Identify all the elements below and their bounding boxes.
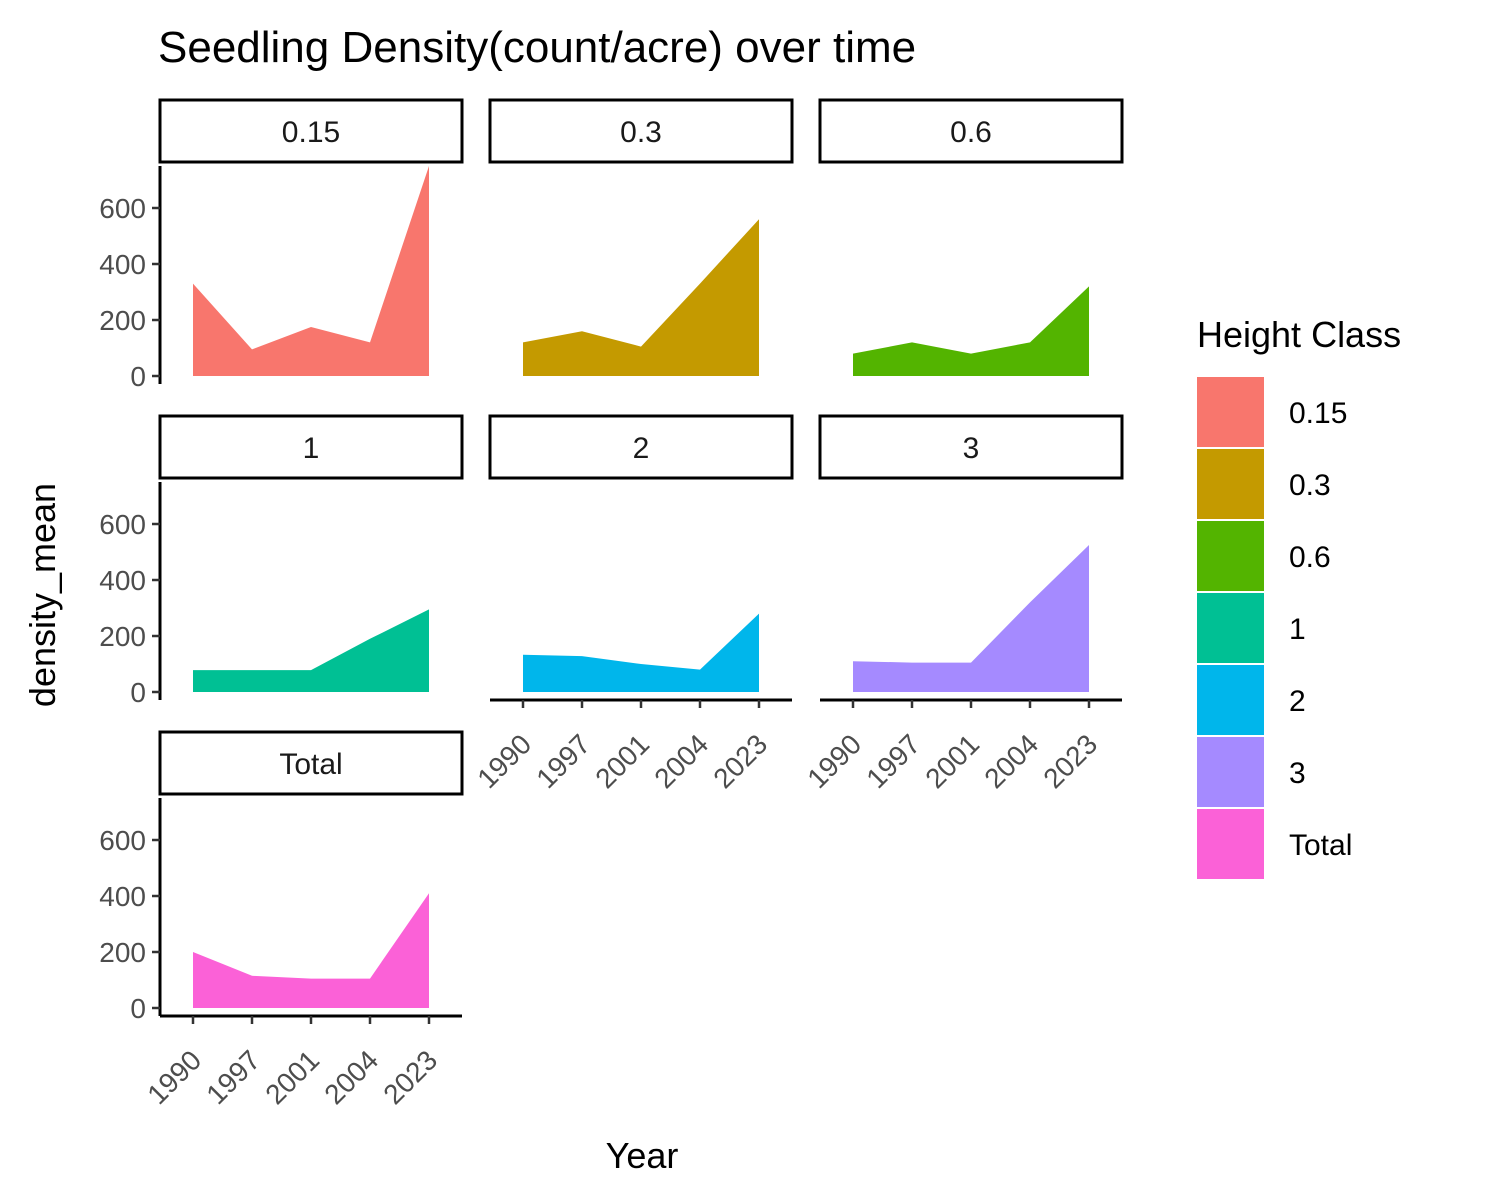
y-tick-label: 600 (99, 825, 146, 856)
y-tick-label: 600 (99, 509, 146, 540)
y-tick-label: 0 (130, 361, 146, 392)
legend-key (1197, 377, 1264, 447)
y-tick-label: 400 (99, 881, 146, 912)
legend-items: 0.15 0.3 0.6 1 2 3 Total (1197, 377, 1352, 879)
legend-key (1197, 521, 1264, 591)
legend-label: 0.15 (1289, 397, 1347, 430)
facet-strip (488, 414, 794, 480)
area-series-Total (193, 893, 429, 1008)
legend-label: Total (1289, 829, 1352, 862)
facet-strip-label: 0.3 (620, 116, 662, 149)
x-tick-label: 2001 (259, 1044, 325, 1110)
area-series-0.3 (523, 219, 759, 376)
x-axis-title: Year (606, 1135, 679, 1176)
y-tick-label: 200 (99, 621, 146, 652)
facet-strip (818, 414, 1124, 480)
legend-key (1197, 737, 1264, 807)
x-tick-label: 2004 (648, 728, 714, 794)
facet-0.15: 0.15 0 200 400 600 (99, 98, 464, 392)
legend-key (1197, 809, 1264, 879)
area-series-0.6 (853, 286, 1089, 376)
legend-item-0.15: 0.15 (1197, 377, 1347, 447)
area-series-3 (853, 545, 1089, 692)
area-series-2 (523, 613, 759, 692)
facet-strip (158, 414, 464, 480)
x-tick-label: 1997 (860, 728, 926, 794)
x-tick-label: 1990 (471, 728, 537, 794)
y-tick-label: 400 (99, 565, 146, 596)
x-tick-label: 2023 (1037, 728, 1103, 794)
legend-item-1: 1 (1197, 593, 1306, 663)
legend-item-0.3: 0.3 (1197, 449, 1331, 519)
chart-title: Seedling Density(count/acre) over time (158, 23, 916, 72)
facet-strip (818, 98, 1124, 164)
legend-label: 0.3 (1289, 469, 1331, 502)
facet-strip (158, 98, 464, 164)
legend-item-2: 2 (1197, 665, 1306, 735)
legend-title: Height Class (1197, 314, 1401, 355)
facet-strip-label: 2 (633, 432, 650, 465)
x-tick-label: 2004 (978, 728, 1044, 794)
x-tick-label: 1997 (530, 728, 596, 794)
legend-item-3: 3 (1197, 737, 1306, 807)
legend-key (1197, 665, 1264, 735)
facet-strip-label: 0.6 (950, 116, 992, 149)
x-tick-label: 2023 (707, 728, 773, 794)
legend: Height Class 0.15 0.3 0.6 1 2 3 Total (1197, 314, 1401, 879)
x-tick-label: 2001 (589, 728, 655, 794)
facet-strip (488, 98, 794, 164)
legend-item-0.6: 0.6 (1197, 521, 1331, 591)
y-tick-label: 600 (99, 193, 146, 224)
facet-strip-label: 3 (963, 432, 980, 465)
area-series-1 (193, 609, 429, 692)
x-tick-label: 2023 (377, 1044, 443, 1110)
x-tick-label: 1997 (200, 1044, 266, 1110)
x-tick-label: 2004 (318, 1044, 384, 1110)
legend-key (1197, 449, 1264, 519)
y-tick-label: 0 (130, 993, 146, 1024)
y-tick-label: 0 (130, 677, 146, 708)
legend-key (1197, 593, 1264, 663)
x-tick-label: 1990 (141, 1044, 207, 1110)
y-axis-title: density_mean (22, 483, 63, 707)
legend-label: 2 (1289, 685, 1306, 718)
legend-label: 1 (1289, 613, 1306, 646)
facet-strip (158, 730, 464, 796)
x-tick-label: 1990 (801, 728, 867, 794)
legend-label: 3 (1289, 757, 1306, 790)
legend-item-Total: Total (1197, 809, 1352, 879)
facet-strip-label: Total (279, 748, 342, 781)
facet-0.3: 0.3 (488, 98, 794, 376)
y-tick-label: 200 (99, 305, 146, 336)
legend-label: 0.6 (1289, 541, 1331, 574)
facet-0.6: 0.6 (818, 98, 1124, 376)
facet-strip-label: 0.15 (282, 116, 340, 149)
y-tick-label: 400 (99, 249, 146, 280)
area-series-0.15 (193, 166, 429, 376)
facet-strip-label: 1 (303, 432, 320, 465)
x-tick-label: 2001 (919, 728, 985, 794)
y-tick-label: 200 (99, 937, 146, 968)
facet-1: 1 0 200 400 600 (99, 414, 464, 708)
